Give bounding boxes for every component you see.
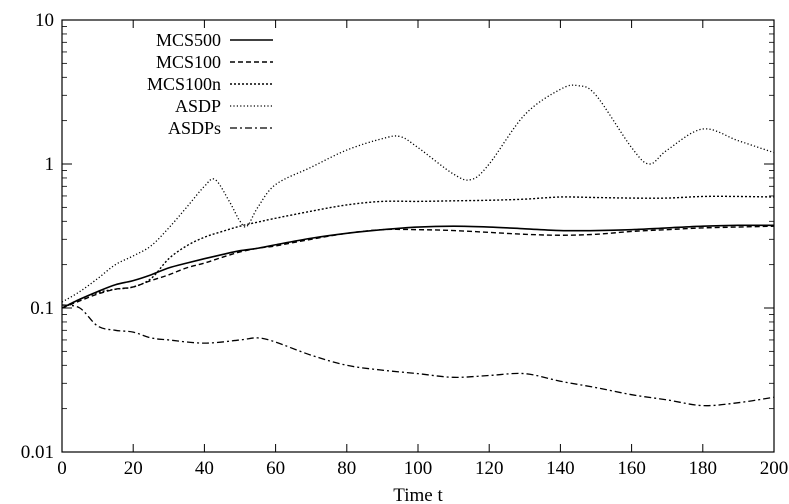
- x-tick-label: 160: [617, 458, 646, 479]
- x-tick-label: 40: [195, 458, 214, 479]
- y-tick-label: 0.1: [30, 298, 54, 319]
- series-line-asdps: [61, 304, 775, 407]
- legend-label: MCS100n: [147, 74, 221, 94]
- x-tick-label: 200: [760, 458, 789, 479]
- x-tick-label: 180: [689, 458, 718, 479]
- y-tick-label: 1: [45, 154, 55, 175]
- series-lines: [61, 84, 775, 407]
- legend-label: MCS500: [156, 30, 221, 50]
- legend-label: ASDPs: [168, 118, 221, 138]
- x-tick-label: 100: [404, 458, 433, 479]
- y-tick-label: 10: [35, 10, 54, 31]
- x-tick-label: 80: [337, 458, 356, 479]
- axis-tick-labels: 0 20 40 60 80 100 120 140 160 180 200 0.01 0.1 1 10: [21, 10, 789, 479]
- x-tick-label: 60: [266, 458, 285, 479]
- x-axis-label: Time t: [393, 485, 443, 504]
- x-tick-label: 140: [546, 458, 575, 479]
- axis-ticks: [61, 19, 775, 453]
- legend-label: MCS100: [156, 52, 221, 72]
- legend-label: ASDP: [175, 96, 221, 116]
- y-tick-label: 0.01: [21, 442, 54, 463]
- x-tick-label: 0: [57, 458, 67, 479]
- series-line-asdp: [61, 84, 775, 303]
- series-line-mcs100n: [61, 195, 775, 309]
- series-line-mcs500: [61, 224, 775, 309]
- x-tick-label: 120: [475, 458, 504, 479]
- x-tick-label: 20: [124, 458, 143, 479]
